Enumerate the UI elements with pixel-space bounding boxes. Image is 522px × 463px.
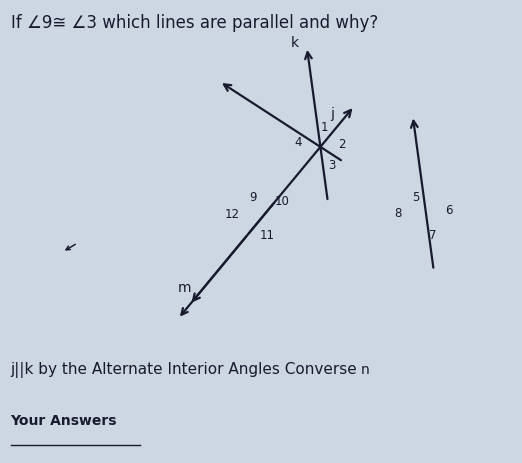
- Text: 3: 3: [328, 159, 336, 172]
- Text: n: n: [361, 363, 370, 377]
- Text: 1: 1: [321, 121, 328, 134]
- Text: 10: 10: [275, 195, 289, 208]
- Text: m: m: [177, 281, 191, 295]
- Text: j: j: [330, 107, 334, 121]
- Text: 4: 4: [294, 136, 302, 149]
- Text: 2: 2: [338, 138, 346, 151]
- Text: 5: 5: [412, 191, 420, 204]
- Text: 9: 9: [250, 191, 257, 204]
- Text: Your Answers: Your Answers: [10, 414, 117, 428]
- Text: 7: 7: [429, 229, 437, 242]
- Text: j||k by the Alternate Interior Angles Converse: j||k by the Alternate Interior Angles Co…: [10, 362, 357, 378]
- Text: 6: 6: [445, 204, 453, 217]
- Text: 12: 12: [224, 208, 240, 221]
- Text: 8: 8: [395, 206, 402, 219]
- Text: If ∠9≅ ∠3 which lines are parallel and why?: If ∠9≅ ∠3 which lines are parallel and w…: [10, 14, 378, 32]
- Text: k: k: [291, 37, 299, 50]
- Text: 11: 11: [260, 229, 275, 242]
